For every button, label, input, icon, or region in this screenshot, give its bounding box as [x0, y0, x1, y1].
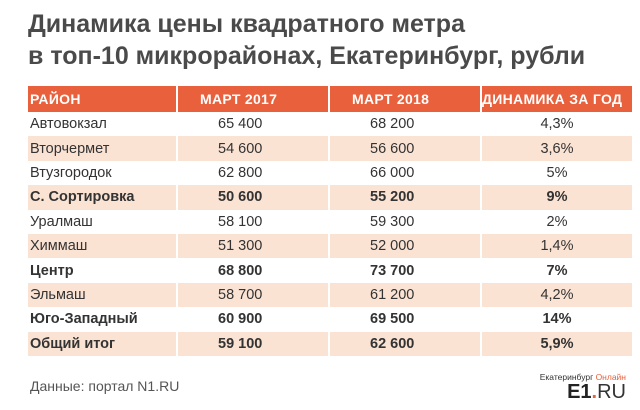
logo-dot: . [591, 381, 598, 403]
cell-march-2018-value: 59 300 [370, 213, 415, 230]
chart-title: Динамика цены квадратного метра в топ-10… [28, 8, 628, 72]
cell-march-2017-value: 58 700 [218, 286, 263, 303]
cell-march-2018-value: 62 600 [370, 335, 415, 352]
cell-change: 5% [481, 160, 632, 186]
cell-march-2017: 60 900 [177, 307, 330, 332]
logo-online: Онлайн [595, 372, 626, 382]
source-note: Данные: портал N1.RU [30, 378, 180, 394]
cell-march-2017-value: 65 400 [218, 116, 263, 133]
table-row: Втузгородок 62 800 66 000 5% [28, 160, 632, 186]
cell-change: 14% [481, 307, 632, 332]
cell-march-2018: 68 200 [329, 112, 482, 137]
cell-march-2018: 62 600 [329, 331, 482, 356]
cell-change: 4,2% [481, 282, 632, 308]
cell-march-2017: 51 300 [177, 233, 330, 259]
cell-march-2017: 68 800 [177, 258, 330, 283]
cell-march-2017-value: 58 100 [218, 213, 263, 230]
cell-march-2018: 52 000 [329, 233, 482, 259]
cell-march-2017-value: 59 100 [218, 335, 263, 352]
column-header-march-2018-label: МАРТ 2018 [352, 91, 430, 107]
cell-district: Эльмаш [28, 282, 178, 308]
cell-change: 7% [481, 258, 632, 283]
cell-march-2018: 69 500 [329, 307, 482, 332]
logo-caption: Екатеринбург Онлайн [516, 372, 626, 382]
column-header-change: ДИНАМИКА ЗА ГОД [481, 86, 632, 112]
cell-march-2018-value: 55 200 [370, 189, 415, 206]
cell-march-2017: 58 700 [177, 282, 330, 308]
cell-district: Юго-Западный [28, 307, 178, 332]
table-row: Вторчермет 54 600 56 600 3,6% [28, 136, 632, 161]
cell-march-2017: 65 400 [177, 112, 330, 137]
table-body: Автовокзал 65 400 68 200 4,3% Вторчермет 54 6… [28, 112, 632, 356]
table-row: Автовокзал 65 400 68 200 4,3% [28, 112, 632, 137]
cell-march-2018-value: 52 000 [370, 238, 415, 255]
cell-march-2018: 56 600 [329, 136, 482, 161]
table-row: Эльмаш 58 700 61 200 4,2% [28, 282, 632, 308]
cell-march-2018-value: 69 500 [370, 311, 415, 328]
cell-district: Вторчермет [28, 136, 178, 161]
cell-district: Автовокзал [28, 112, 178, 137]
cell-march-2017: 58 100 [177, 209, 330, 234]
logo-city: Екатеринбург [539, 372, 594, 382]
cell-district: Химмаш [28, 233, 178, 259]
title-line-1: Динамика цены квадратного метра [28, 10, 465, 38]
cell-march-2018-value: 66 000 [370, 164, 415, 181]
column-header-district: РАЙОН [28, 86, 178, 112]
logo-ru: RU [597, 381, 626, 403]
cell-march-2017: 54 600 [177, 136, 330, 161]
column-header-march-2017-label: МАРТ 2017 [200, 91, 278, 107]
column-header-march-2018: МАРТ 2018 [329, 86, 482, 112]
cell-change: 2% [481, 209, 632, 234]
cell-district: Втузгородок [28, 160, 178, 186]
table-row: Юго-Западный 60 900 69 500 14% [28, 307, 632, 332]
table-header-row: РАЙОН МАРТ 2017 МАРТ 2018 ДИНАМИКА ЗА ГО… [28, 86, 632, 112]
cell-district: Уралмаш [28, 209, 178, 234]
cell-march-2017: 62 800 [177, 160, 330, 186]
cell-march-2017: 50 600 [177, 185, 330, 210]
cell-march-2018-value: 56 600 [370, 140, 415, 157]
cell-march-2017-value: 68 800 [218, 262, 263, 279]
cell-march-2017-value: 50 600 [218, 189, 263, 206]
cell-change: 3,6% [481, 136, 632, 161]
table-row: Общий итог 59 100 62 600 5,9% [28, 331, 632, 356]
title-line-2: в топ-10 микрорайонах, Екатеринбург, руб… [28, 42, 586, 70]
cell-march-2017-value: 51 300 [218, 238, 263, 255]
cell-march-2018: 59 300 [329, 209, 482, 234]
cell-march-2018-value: 68 200 [370, 116, 415, 133]
cell-district: С. Сортировка [28, 185, 178, 210]
column-header-march-2017: МАРТ 2017 [177, 86, 330, 112]
cell-change: 9% [481, 185, 632, 210]
cell-district: Общий итог [28, 331, 178, 356]
cell-march-2017: 59 100 [177, 331, 330, 356]
cell-change: 5,9% [481, 331, 632, 356]
e1-logo: Екатеринбург Онлайн E1.RU [516, 372, 626, 402]
table-row: С. Сортировка 50 600 55 200 9% [28, 185, 632, 210]
table-row: Центр 68 800 73 700 7% [28, 258, 632, 283]
cell-march-2017-value: 54 600 [218, 140, 263, 157]
cell-march-2017-value: 60 900 [218, 311, 263, 328]
cell-march-2018-value: 73 700 [370, 262, 415, 279]
cell-march-2018: 66 000 [329, 160, 482, 186]
cell-march-2017-value: 62 800 [218, 164, 263, 181]
logo-wordmark: E1.RU [516, 382, 626, 402]
cell-district: Центр [28, 258, 178, 283]
cell-change: 1,4% [481, 233, 632, 259]
logo-e1: E1 [567, 381, 592, 403]
cell-march-2018: 55 200 [329, 185, 482, 210]
price-table: РАЙОН МАРТ 2017 МАРТ 2018 ДИНАМИКА ЗА ГО… [28, 86, 632, 356]
table-row: Химмаш 51 300 52 000 1,4% [28, 233, 632, 259]
cell-march-2018: 61 200 [329, 282, 482, 308]
cell-change: 4,3% [481, 112, 632, 137]
table-row: Уралмаш 58 100 59 300 2% [28, 209, 632, 234]
cell-march-2018: 73 700 [329, 258, 482, 283]
cell-march-2018-value: 61 200 [370, 286, 415, 303]
